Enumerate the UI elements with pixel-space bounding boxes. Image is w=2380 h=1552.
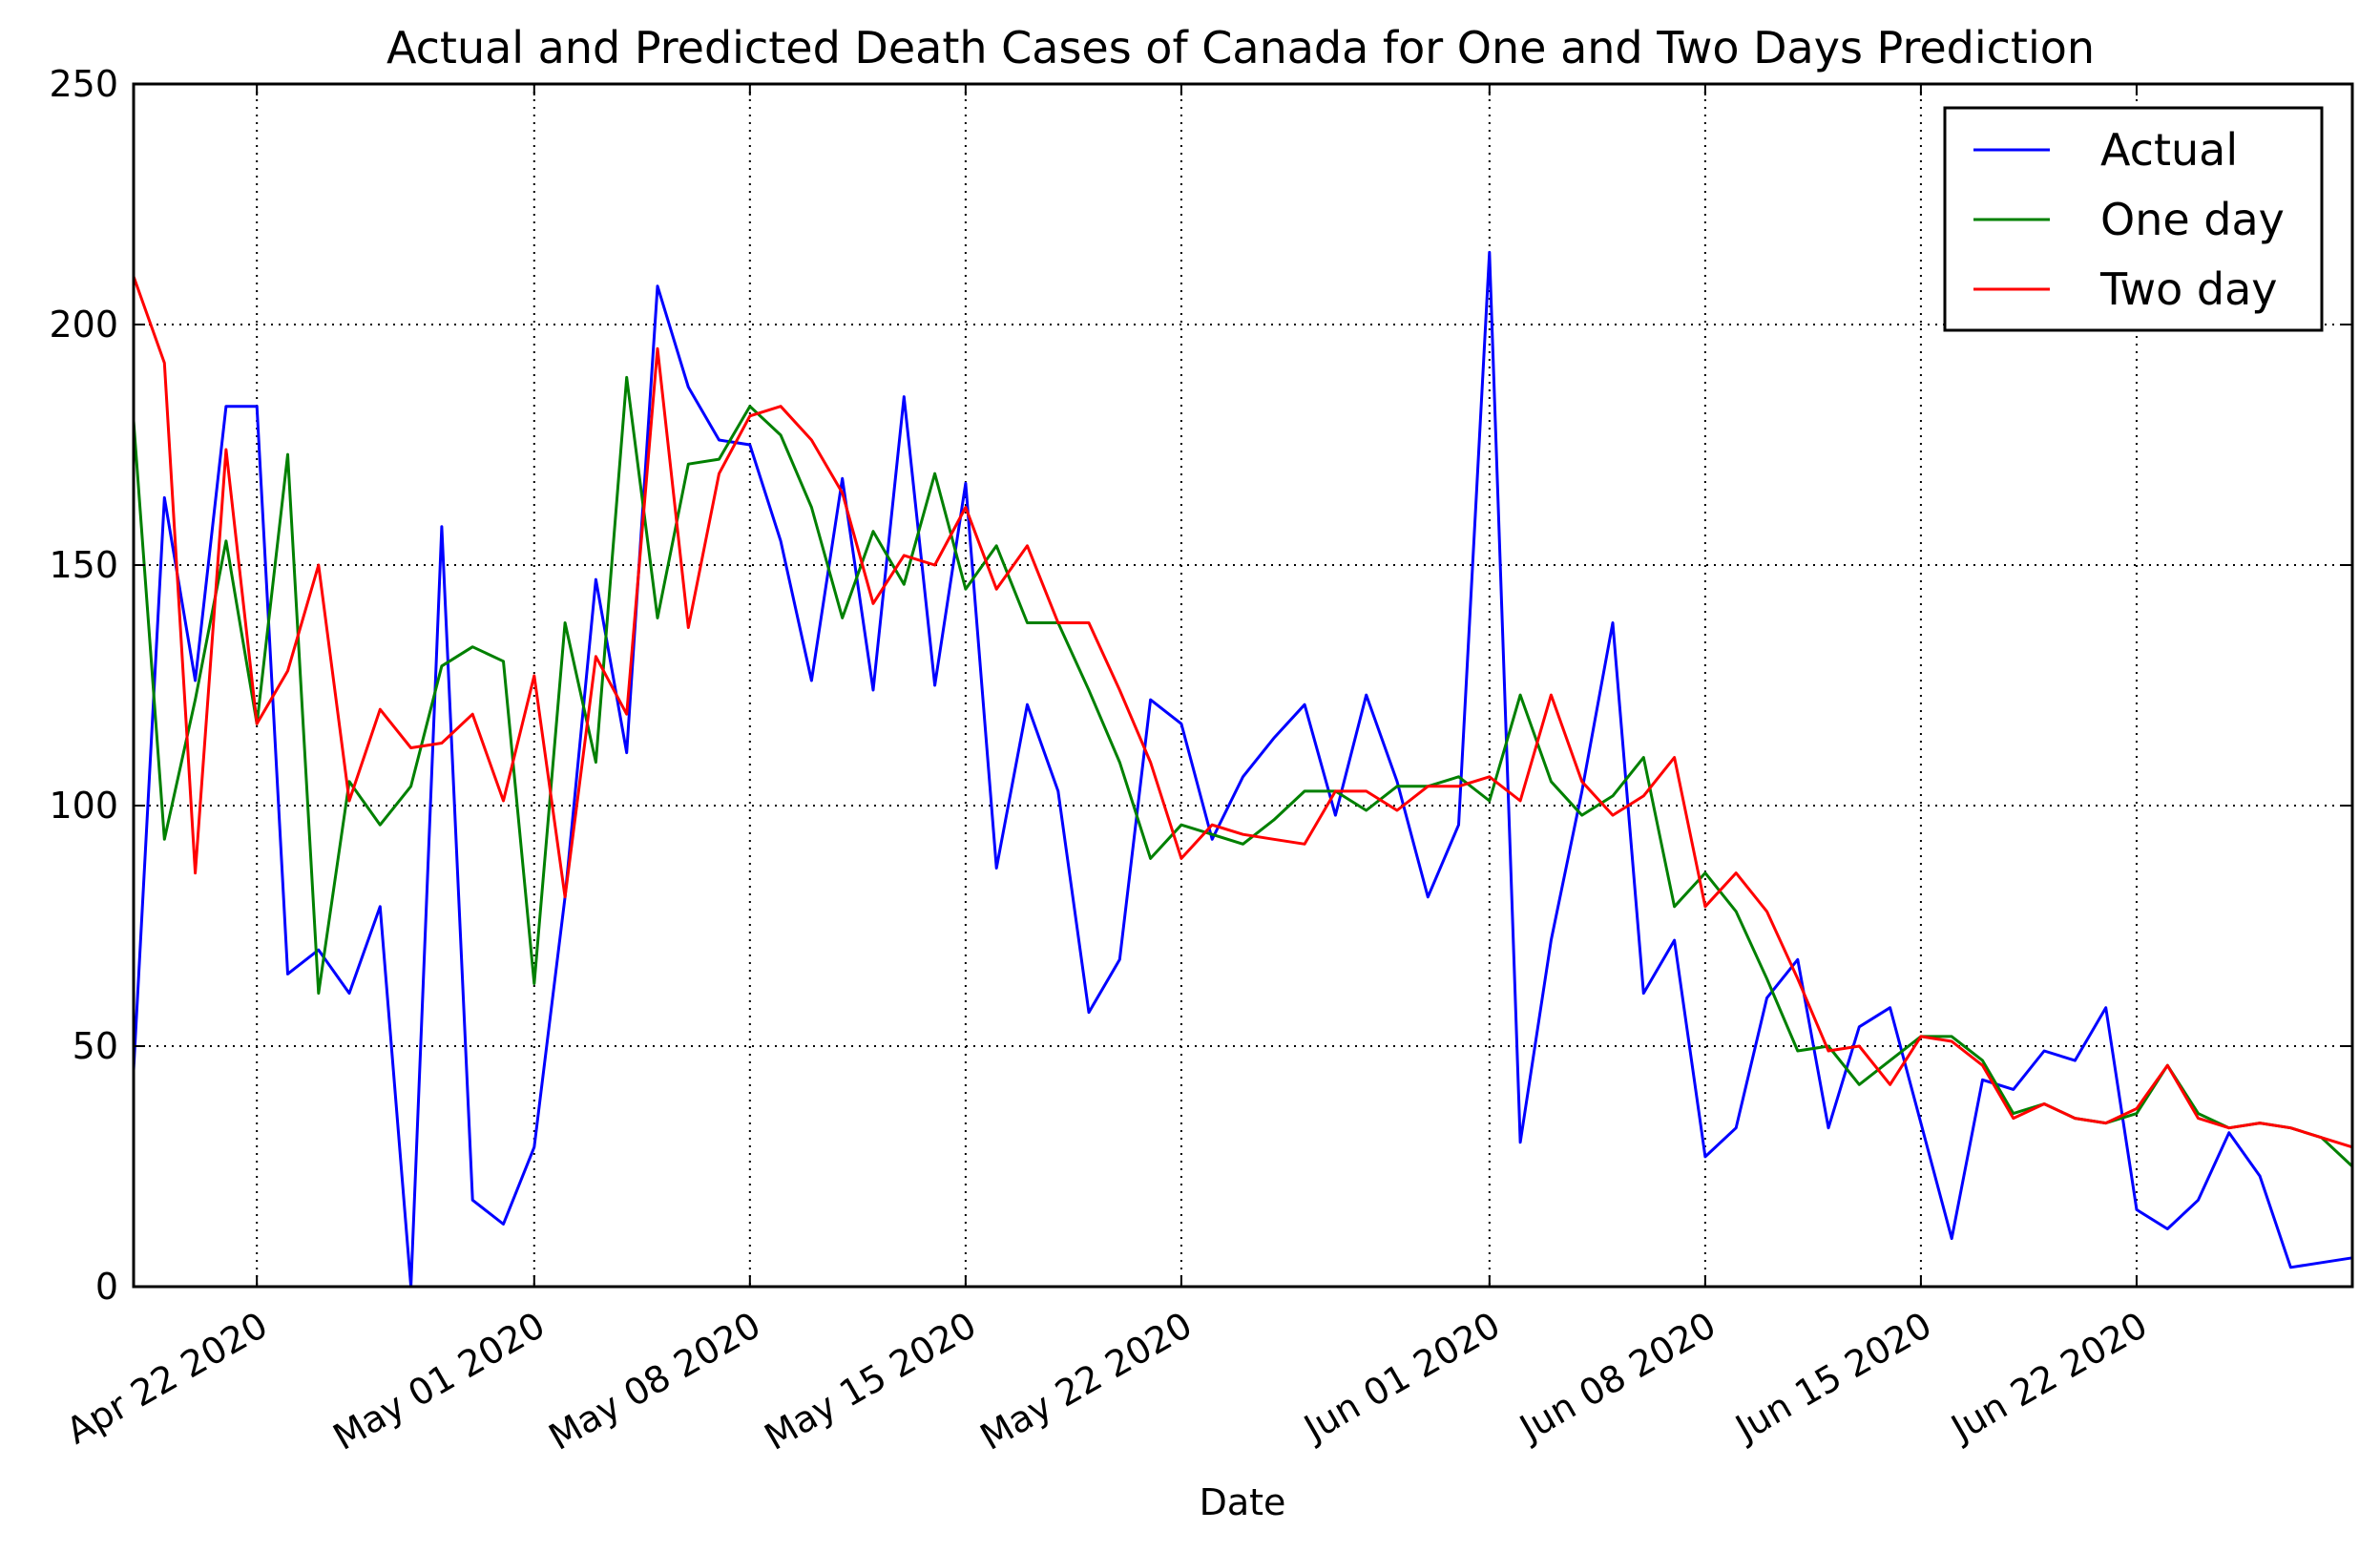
- x-tick-label: Jun 15 2020: [1727, 1304, 1939, 1450]
- x-tick-label: Jun 08 2020: [1512, 1304, 1723, 1450]
- legend-label: Two day: [2099, 263, 2277, 315]
- x-axis-label: Date: [1200, 1481, 1286, 1523]
- legend: Actual One day Two day: [1943, 106, 2324, 332]
- x-tick-label: Apr 22 2020: [59, 1304, 274, 1453]
- legend-label: One day: [2100, 194, 2285, 245]
- series-line-actual: [132, 250, 2353, 1289]
- y-tick-label: 150: [49, 544, 118, 586]
- x-tick-label: May 01 2020: [326, 1304, 553, 1458]
- x-tick-label: May 15 2020: [758, 1304, 984, 1458]
- x-tick-label: Jun 01 2020: [1296, 1304, 1508, 1450]
- y-axis: 0 50 100 150 200 250: [49, 63, 2352, 1308]
- y-tick-label: 250: [49, 63, 118, 105]
- series-lines: [132, 250, 2354, 1289]
- y-tick-label: 0: [95, 1266, 118, 1308]
- x-tick-label: Jun 22 2020: [1943, 1304, 2155, 1450]
- series-line-two-day: [132, 276, 2353, 1149]
- legend-label: Actual: [2100, 124, 2238, 176]
- x-tick-label: May 22 2020: [973, 1304, 1200, 1458]
- y-tick-label: 50: [73, 1025, 118, 1067]
- chart-title: Actual and Predicted Death Cases of Cana…: [386, 22, 2095, 73]
- plot-frame: [132, 82, 2354, 1289]
- x-tick-label: May 08 2020: [542, 1304, 768, 1458]
- y-tick-label: 200: [49, 304, 118, 346]
- series-line-one-day: [132, 375, 2354, 1168]
- y-tick-label: 100: [49, 785, 118, 827]
